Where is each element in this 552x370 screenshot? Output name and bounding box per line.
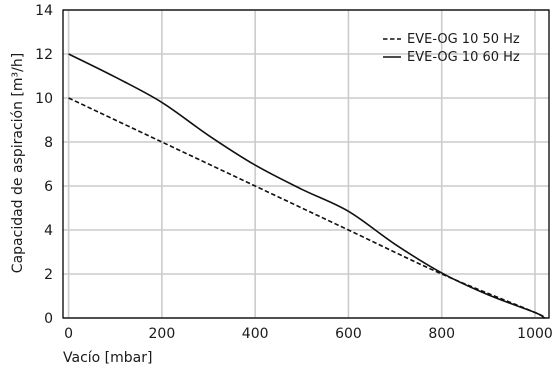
y-axis-title: Capacidad de aspiración [m³/h] — [10, 53, 26, 273]
y-tick-label: 4 — [44, 223, 53, 239]
x-tick-labels: 0 200 400 600 800 1000 — [64, 326, 552, 342]
y-tick-label: 8 — [44, 135, 53, 151]
y-tick-label: 0 — [44, 311, 53, 327]
x-tick-label: 800 — [428, 326, 455, 342]
legend-label: EVE-OG 10 50 Hz — [407, 32, 520, 47]
series-line-2 — [68, 53, 545, 319]
y-tick-label: 6 — [44, 179, 53, 195]
x-tick-label: 400 — [242, 326, 269, 342]
plot-frame — [62, 9, 550, 319]
y-tick-labels: 0 2 4 6 8 10 12 14 — [35, 3, 53, 327]
series-group — [68, 53, 547, 319]
y-tick-label: 12 — [35, 47, 53, 63]
x-tick-label: 600 — [335, 326, 362, 342]
y-tick-label: 10 — [35, 91, 53, 107]
x-tick-label: 200 — [149, 326, 176, 342]
legend: EVE-OG 10 50 Hz EVE-OG 10 60 Hz — [383, 32, 520, 65]
legend-label: EVE-OG 10 60 Hz — [407, 50, 520, 65]
x-tick-label: 0 — [64, 326, 73, 342]
series-line-1 — [68, 97, 547, 319]
x-axis-title: Vacío [mbar] — [63, 350, 152, 366]
y-tick-label: 14 — [35, 3, 53, 19]
y-tick-label: 2 — [44, 267, 53, 283]
x-tick-label: 1000 — [517, 326, 552, 342]
